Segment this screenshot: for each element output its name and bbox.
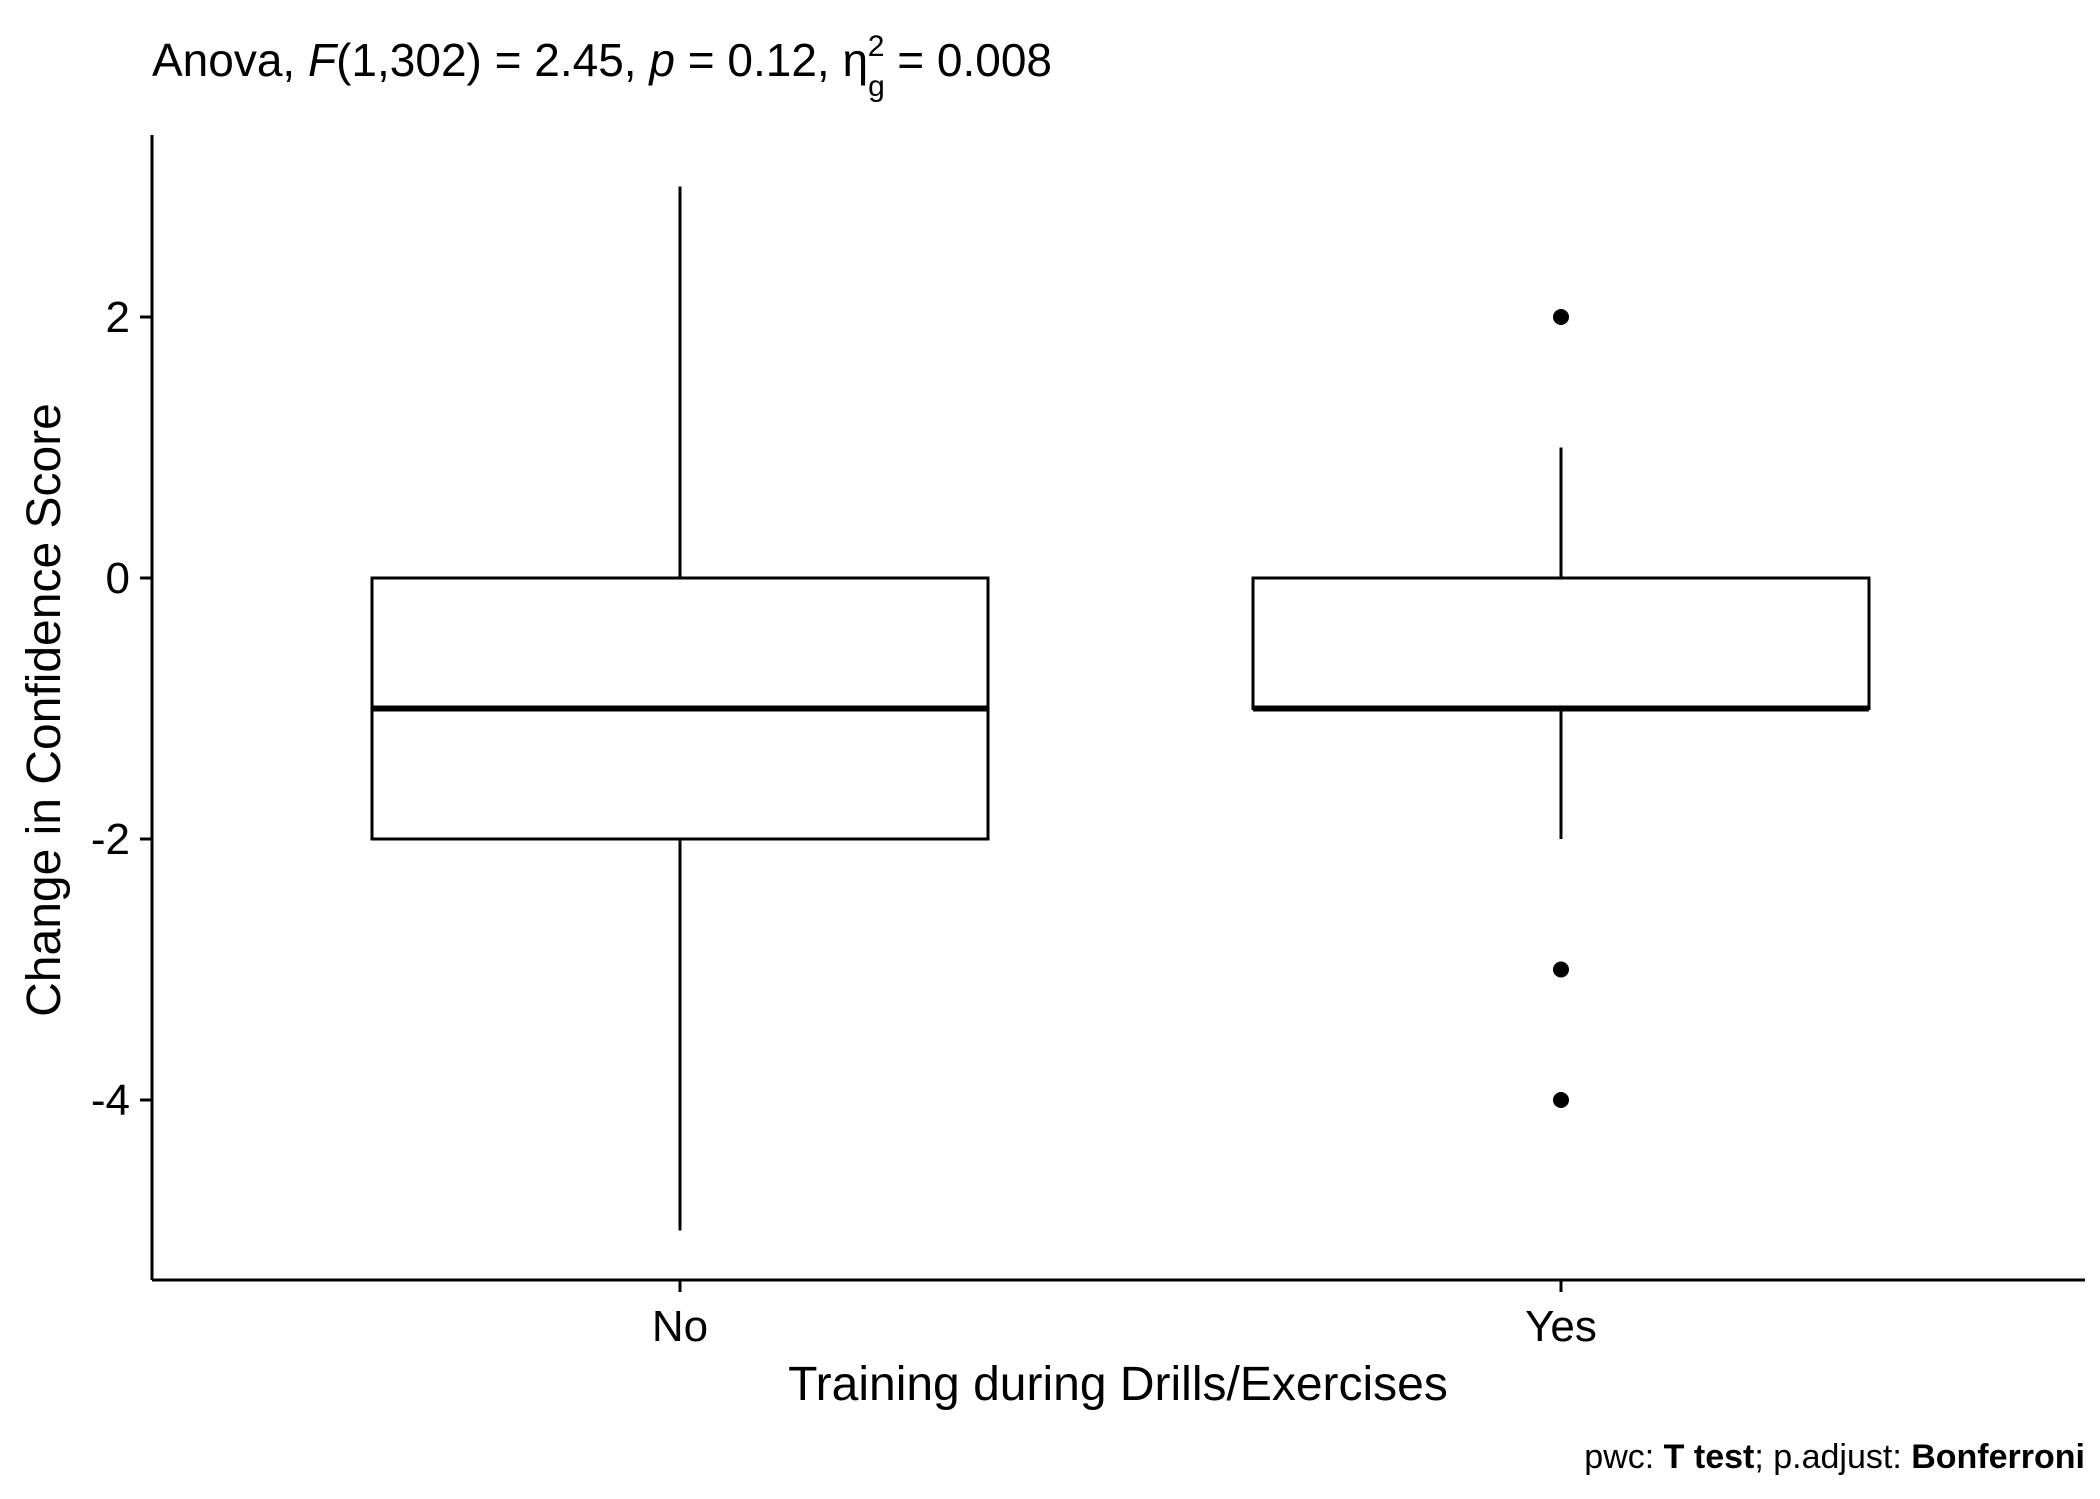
chart-title: Anova, F(1,302) = 2.45, p = 0.12, ηg2 = …: [152, 30, 1052, 103]
caption: pwc: T test; p.adjust: Bonferroni: [1584, 1438, 2085, 1476]
outlier-point: [1553, 1092, 1569, 1108]
y-tick-label: -4: [91, 1076, 130, 1125]
outlier-point: [1553, 309, 1569, 325]
x-axis-title: Training during Drills/Exercises: [788, 1358, 1448, 1411]
box-no: [370, 186, 990, 1231]
x-tick-label: No: [652, 1302, 708, 1351]
outlier-point: [1553, 961, 1569, 978]
x-tick-label: Yes: [1525, 1302, 1597, 1351]
x-axis-ticks: No Yes: [652, 1280, 1597, 1351]
y-axis-ticks: 2 0 -2 -4: [91, 293, 152, 1125]
boxes-layer: [370, 186, 1871, 1231]
box-iqr: [1251, 576, 1871, 710]
y-axis-title: Change in Confidence Score: [18, 403, 71, 1017]
box-yes: [1251, 309, 1871, 1108]
y-tick-label: -2: [91, 815, 130, 864]
y-tick-label: 2: [106, 293, 130, 342]
y-tick-label: 0: [106, 554, 130, 603]
